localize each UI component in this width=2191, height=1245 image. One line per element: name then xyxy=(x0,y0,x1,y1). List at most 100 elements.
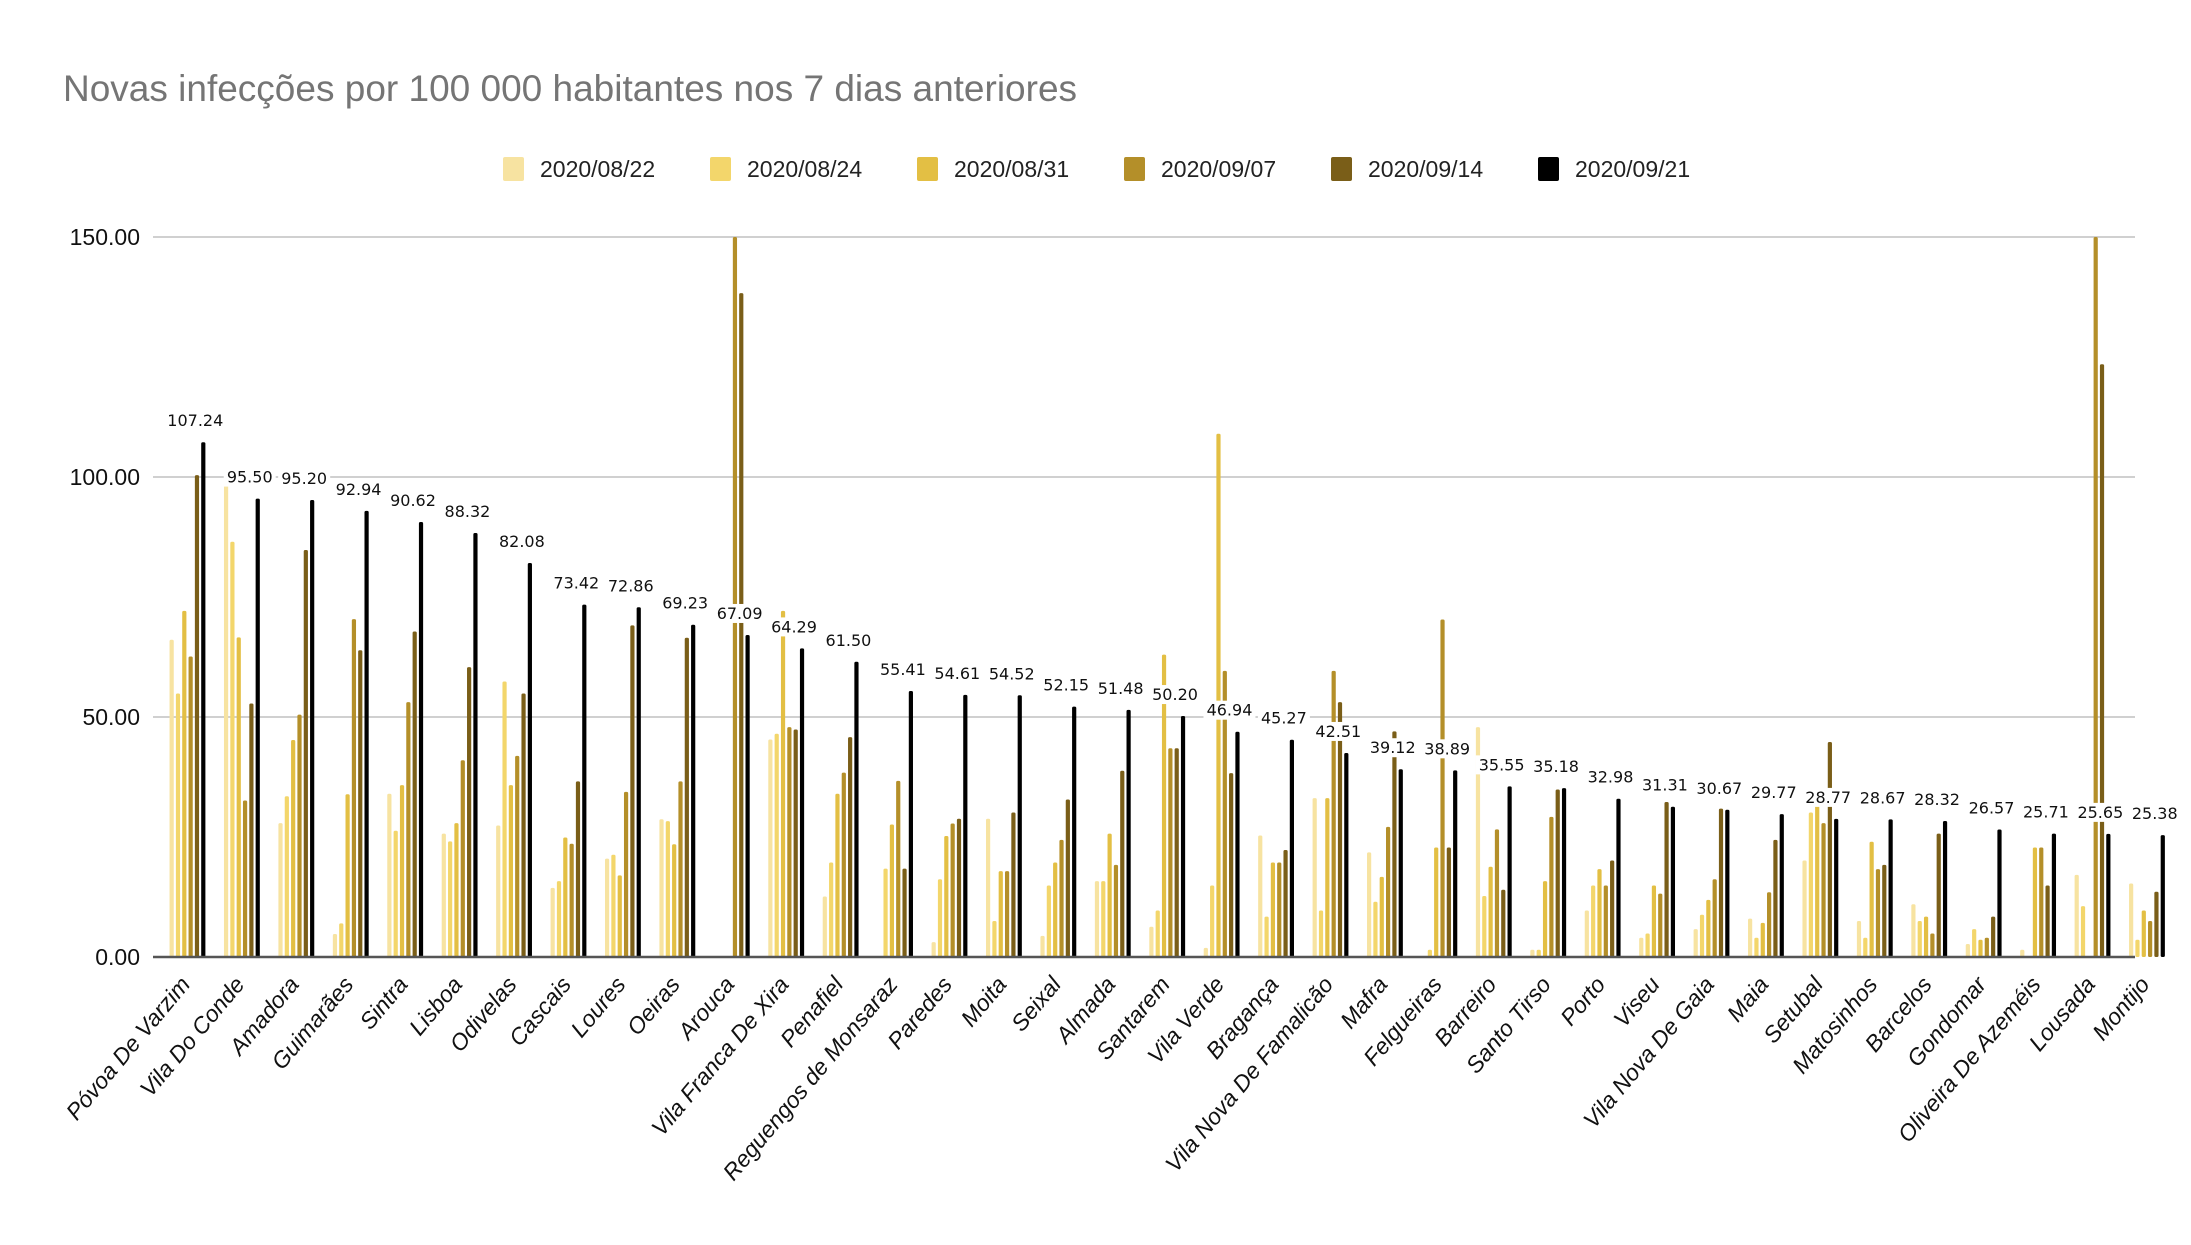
data-label: 38.89 xyxy=(1424,739,1470,758)
bar xyxy=(908,691,913,957)
data-label-background xyxy=(713,603,766,623)
legend-item: 2020/09/21 xyxy=(1538,156,1690,182)
data-label: 28.32 xyxy=(1914,790,1960,809)
bar-group xyxy=(2020,833,2057,957)
data-label-background xyxy=(1584,767,1637,787)
bar xyxy=(515,755,520,957)
bar xyxy=(963,694,968,957)
bar xyxy=(902,868,907,957)
bar xyxy=(1911,904,1916,957)
data-label: 31.31 xyxy=(1642,776,1688,795)
legend-label: 2020/09/14 xyxy=(1368,156,1483,182)
bar xyxy=(351,619,357,957)
bar xyxy=(1501,889,1506,957)
legend-swatch xyxy=(917,157,938,181)
bar xyxy=(460,760,465,957)
data-label: 69.23 xyxy=(662,594,708,613)
bar xyxy=(1923,916,1929,957)
data-label: 67.09 xyxy=(717,604,763,623)
bar xyxy=(412,631,417,957)
bar xyxy=(1065,799,1070,957)
legend-label: 2020/08/24 xyxy=(747,156,862,182)
bar xyxy=(665,821,670,957)
bar xyxy=(569,843,574,957)
bar xyxy=(310,500,315,957)
data-label-background xyxy=(1802,787,1855,807)
bar xyxy=(1174,748,1179,957)
data-label-background xyxy=(768,617,821,637)
data-label-background xyxy=(1747,783,1800,803)
bar xyxy=(604,858,610,957)
bar xyxy=(1283,849,1288,957)
bar xyxy=(508,785,513,957)
bar xyxy=(406,702,411,957)
bar xyxy=(617,875,622,957)
bar xyxy=(1802,860,1807,957)
legend-swatch xyxy=(503,157,524,181)
bar xyxy=(467,667,472,957)
legend-item: 2020/08/24 xyxy=(710,156,862,182)
bar xyxy=(684,637,689,957)
bar xyxy=(1639,937,1644,957)
bar xyxy=(1337,702,1343,957)
data-label-background xyxy=(223,467,276,487)
bar xyxy=(1344,752,1349,957)
bar xyxy=(1289,739,1294,957)
bar xyxy=(1645,933,1650,957)
chart-title: Novas infecções por 100 000 habitantes n… xyxy=(63,68,1077,109)
bar xyxy=(1712,879,1717,957)
legend: 2020/08/22 2020/08/24 2020/08/31 2020/09/07… xyxy=(503,156,1690,182)
bar xyxy=(2106,833,2111,957)
y-tick-label: 0.00 xyxy=(95,944,140,970)
bar xyxy=(1827,741,1832,957)
bar-group xyxy=(883,691,913,957)
bar xyxy=(1664,801,1669,957)
bar-group xyxy=(986,695,1022,957)
bar xyxy=(2160,835,2165,957)
bar xyxy=(1386,826,1391,957)
data-label-background xyxy=(931,663,984,683)
bar xyxy=(1107,833,1112,957)
bar xyxy=(1040,935,1045,957)
bar xyxy=(188,656,193,957)
data-label-background xyxy=(164,411,227,431)
bar-group xyxy=(1203,433,1240,957)
data-label-background xyxy=(1638,775,1691,795)
bar xyxy=(1972,929,1977,957)
data-label: 32.98 xyxy=(1588,768,1634,787)
bar xyxy=(896,780,901,957)
data-label-background xyxy=(1040,675,1093,695)
bar xyxy=(1869,841,1874,957)
legend-label: 2020/08/31 xyxy=(954,156,1069,182)
data-label: 30.67 xyxy=(1696,779,1742,798)
data-label: 25.38 xyxy=(2132,804,2178,823)
bar xyxy=(1318,910,1324,957)
data-label-background xyxy=(1911,790,1964,810)
bar xyxy=(2099,364,2105,957)
bar xyxy=(1693,929,1698,957)
data-label-background xyxy=(876,660,929,680)
bar xyxy=(1494,829,1500,957)
x-tick-label: Montijo xyxy=(2087,971,2155,1045)
bar xyxy=(1053,862,1058,957)
bar xyxy=(1373,901,1378,957)
bar xyxy=(1113,864,1119,957)
data-label-background xyxy=(550,573,603,593)
bar xyxy=(1542,881,1548,957)
bar-group xyxy=(1475,727,1512,957)
bar xyxy=(236,637,241,957)
data-label: 88.32 xyxy=(445,502,491,521)
data-label: 54.52 xyxy=(989,664,1035,683)
bar xyxy=(1978,939,1983,957)
data-label-background xyxy=(1149,685,1202,705)
bar xyxy=(1440,619,1445,957)
bar xyxy=(364,510,369,957)
data-label: 35.55 xyxy=(1479,755,1525,774)
bar xyxy=(496,825,501,957)
bar xyxy=(1773,839,1778,957)
bar xyxy=(1222,670,1227,957)
bar xyxy=(1277,862,1282,957)
bar-group xyxy=(1312,670,1349,957)
data-label-background xyxy=(332,479,385,499)
